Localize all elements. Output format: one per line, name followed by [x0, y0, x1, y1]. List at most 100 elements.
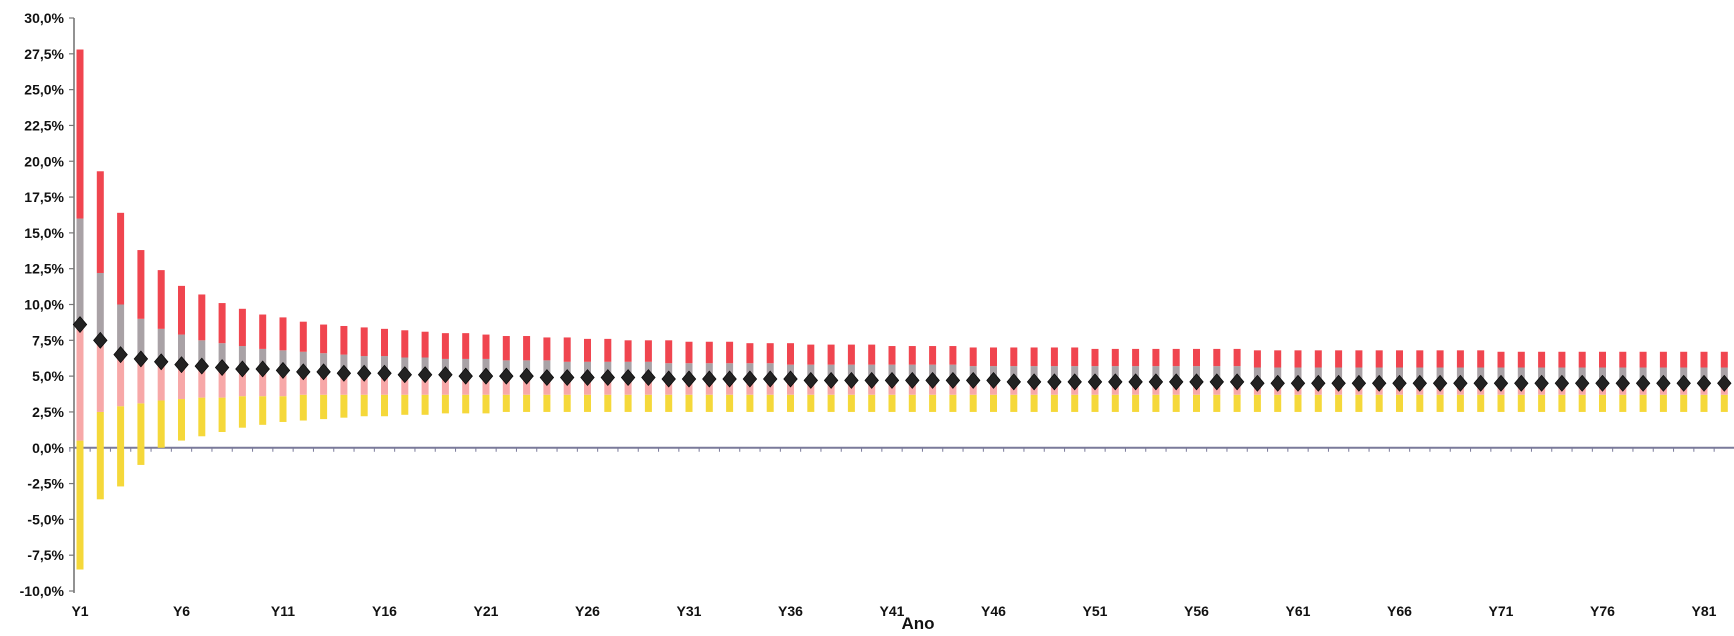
lower-range-bar [705, 394, 713, 412]
x-axis-title: Ano [901, 614, 934, 633]
median-marker [742, 370, 758, 388]
x-tick-label: Y56 [1184, 603, 1209, 619]
lower-range-bar [76, 440, 84, 570]
upper-range-bar [705, 341, 713, 364]
median-marker [1047, 373, 1062, 391]
lower-quartile-bar [462, 376, 470, 395]
lower-range-bar [1396, 394, 1403, 412]
x-tick-label: Y26 [575, 603, 600, 619]
upper-range-bar [584, 338, 591, 362]
upper-range-bar [238, 308, 246, 347]
lower-range-bar [990, 394, 997, 412]
median-marker [72, 316, 88, 334]
y-tick-label: 30,0% [24, 10, 64, 26]
upper-quartile-bar [279, 350, 287, 371]
upper-range-bar [1213, 348, 1221, 367]
lower-range-bar [441, 394, 449, 414]
lower-quartile-bar [198, 366, 206, 398]
lower-quartile-bar [502, 376, 510, 395]
lower-quartile-bar [238, 368, 246, 397]
x-tick-label: Y31 [677, 603, 702, 619]
upper-quartile-bar [157, 328, 165, 362]
upper-quartile-bar [421, 357, 429, 375]
lower-range-bar [1538, 394, 1546, 412]
lower-range-bar [644, 394, 652, 412]
upper-range-bar [340, 325, 348, 355]
lower-quartile-bar [76, 324, 84, 441]
lower-range-bar [949, 394, 957, 412]
lower-range-bar [1456, 394, 1464, 412]
upper-range-bar [1253, 350, 1261, 368]
x-tick-label: Y61 [1286, 603, 1311, 619]
median-marker [154, 353, 169, 371]
upper-quartile-bar [178, 334, 185, 365]
lower-quartile-bar [624, 377, 632, 395]
upper-range-bar [1659, 351, 1667, 368]
median-marker [925, 371, 940, 389]
upper-quartile-bar [360, 356, 368, 374]
upper-quartile-bar [340, 354, 348, 374]
median-marker [458, 367, 473, 385]
upper-range-bar [1375, 350, 1383, 368]
upper-range-bar [502, 336, 510, 361]
upper-quartile-bar [482, 358, 490, 377]
lower-range-bar [1335, 394, 1343, 412]
median-marker [1006, 373, 1021, 391]
median-marker [1514, 374, 1529, 392]
upper-range-bar [827, 344, 835, 365]
upper-range-bar [1680, 351, 1688, 368]
lower-quartile-bar [644, 377, 652, 395]
upper-range-bar [1010, 347, 1018, 367]
lower-range-bar [827, 394, 835, 412]
upper-range-bar [299, 321, 307, 352]
upper-range-bar [665, 340, 673, 364]
upper-quartile-bar [259, 348, 267, 369]
lower-quartile-bar [421, 374, 429, 395]
upper-quartile-bar [137, 318, 145, 359]
lower-range-bar [238, 396, 246, 428]
lower-quartile-bar [584, 377, 591, 395]
upper-range-bar [624, 340, 632, 362]
upper-range-bar [1599, 351, 1606, 368]
median-marker [174, 356, 189, 374]
lower-range-bar [1314, 394, 1322, 412]
median-marker [1209, 373, 1224, 391]
upper-range-bar [685, 341, 693, 364]
median-marker [580, 369, 595, 387]
upper-range-bar [1558, 351, 1566, 368]
upper-range-bar [1193, 348, 1200, 367]
upper-range-bar [482, 334, 490, 359]
lower-range-bar [1700, 394, 1708, 412]
upper-range-bar [726, 341, 734, 364]
upper-range-bar [1477, 350, 1485, 368]
y-tick-label: -5,0% [27, 511, 64, 527]
lower-range-bar [279, 396, 287, 422]
upper-range-bar [990, 347, 997, 367]
upper-range-bar [523, 336, 531, 361]
median-marker [539, 369, 555, 387]
lower-range-bar [847, 394, 855, 412]
y-tick-label: -10,0% [20, 583, 65, 599]
upper-range-bar [1720, 351, 1728, 368]
lower-range-bar [157, 400, 165, 448]
upper-range-bar [1233, 348, 1241, 367]
upper-range-bar [929, 346, 937, 365]
lower-range-bar [665, 394, 673, 412]
upper-quartile-bar [96, 272, 104, 341]
upper-range-bar [360, 327, 368, 357]
y-axis: -10,0% -7,5% -5,0% -2,5% 0,0% 2,5% 5,0% 7,5% 10,… [20, 10, 75, 599]
x-tick-label: Y41 [880, 603, 905, 619]
upper-quartile-bar [76, 218, 84, 325]
upper-range-bar [1700, 351, 1708, 368]
upper-range-bar [1050, 347, 1058, 367]
x-tick-label: Y1 [71, 603, 88, 619]
lower-range-bar [624, 394, 632, 412]
median-marker [1169, 373, 1184, 391]
upper-range-bar [1030, 347, 1038, 367]
lower-quartile-bar [157, 361, 165, 401]
lower-range-bar [1213, 394, 1221, 412]
x-tick-label: Y46 [981, 603, 1006, 619]
upper-quartile-bar [117, 304, 125, 355]
lower-quartile-bar [96, 340, 104, 412]
upper-range-bar [1274, 350, 1282, 368]
